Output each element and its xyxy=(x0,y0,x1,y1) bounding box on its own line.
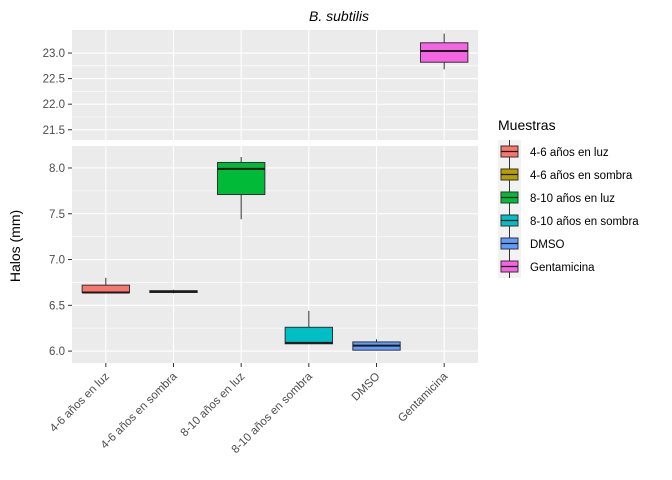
y-tick-label: 7.5 xyxy=(49,209,65,221)
legend-label: 8-10 años en luz xyxy=(530,193,615,205)
y-tick-label: 23.0 xyxy=(43,48,65,60)
x-tick-label: 4-6 años en luz xyxy=(48,370,112,434)
box-3 xyxy=(216,161,266,196)
chart-title: B. subtilis xyxy=(309,8,369,24)
y-tick-label: 21.5 xyxy=(43,125,65,137)
legend-label: DMSO xyxy=(530,239,565,251)
box-4 xyxy=(284,326,334,345)
legend-title: Muestras xyxy=(498,117,556,133)
y-tick-label: 6.5 xyxy=(49,300,65,312)
panel-background xyxy=(72,30,478,140)
panel-background xyxy=(72,146,478,363)
box-1 xyxy=(81,284,131,293)
y-tick-label: 7.0 xyxy=(49,255,65,267)
x-tick-label: Gentamicina xyxy=(396,370,451,425)
legend-label: 4-6 años en sombra xyxy=(530,170,633,182)
y-tick-label: 22.5 xyxy=(43,74,65,86)
legend-label: 4-6 años en luz xyxy=(530,147,609,159)
y-axis-title: Halos (mm) xyxy=(7,210,23,282)
legend-label: 8-10 años en sombra xyxy=(530,216,639,228)
x-tick-label: 8-10 años en luz xyxy=(179,370,248,439)
y-tick-label: 6.0 xyxy=(49,346,65,358)
box-6 xyxy=(419,42,469,63)
y-tick-label: 22.0 xyxy=(43,99,65,111)
x-tick-label: 4-6 años en sombra xyxy=(99,370,180,451)
legend-label: Gentamicina xyxy=(530,262,595,274)
x-tick-label: DMSO xyxy=(350,371,383,404)
y-tick-label: 8.0 xyxy=(49,163,65,175)
